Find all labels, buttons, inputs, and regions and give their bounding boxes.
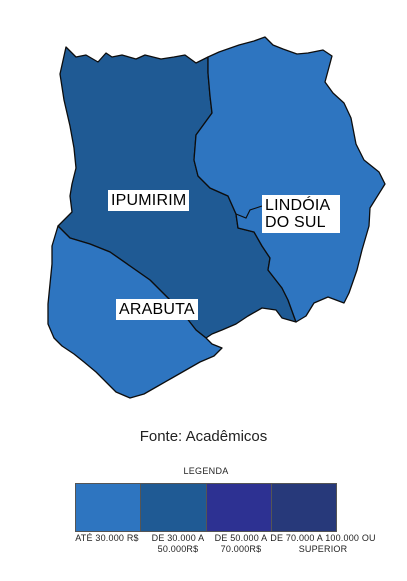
legend-swatch-3 [271, 484, 336, 531]
municipality-map [47, 36, 386, 399]
legend-label-1: DE 30.000 A 50.000R$ [151, 533, 205, 554]
source-caption: Fonte: Acadêmicos [139, 428, 268, 445]
legend-label-0: ATÉ 30.000 R$ [75, 533, 139, 543]
legend-label-2: DE 50.000 A 70.000R$ [214, 533, 268, 554]
region-label-ipumirim: IPUMIRIM [108, 190, 190, 211]
region-lindoia-do-sul [193, 36, 386, 323]
legend-title: LEGENDA [183, 466, 229, 476]
legend-swatch-2 [206, 484, 272, 531]
legend-label-3: DE 70.000 A 100.000 OU SUPERIOR [270, 533, 376, 554]
legend-swatch-1 [141, 484, 207, 531]
region-label-arabuta: ARABUTA [116, 299, 198, 320]
region-label-lindoia-do-sul: LINDÓIA DO SUL [262, 195, 340, 233]
legend-swatches [75, 483, 337, 532]
legend-swatch-0 [76, 484, 142, 531]
border-notch [235, 205, 263, 219]
